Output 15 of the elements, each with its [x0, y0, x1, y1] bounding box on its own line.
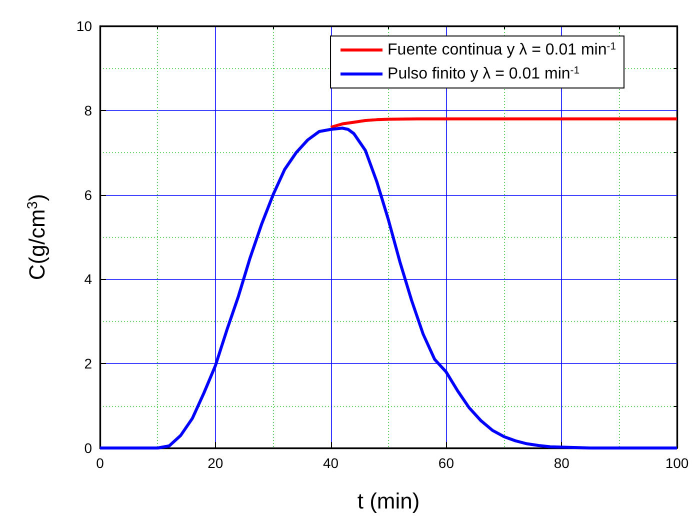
x-tick-label: 0	[96, 455, 104, 471]
x-tick-label: 60	[438, 455, 454, 471]
y-tick-label: 2	[84, 356, 92, 372]
x-tick-label: 100	[665, 455, 689, 471]
y-axis-title: C(g/cm3)	[24, 194, 50, 280]
line-series	[329, 117, 678, 129]
y-tick-label: 4	[84, 271, 92, 288]
y-tick-label: 0	[84, 440, 92, 456]
x-axis-title: t (min)	[357, 488, 420, 514]
y-tick-label: 6	[84, 186, 92, 203]
y-tick-label: 10	[76, 18, 92, 34]
x-tick-label: 20	[208, 455, 224, 471]
y-tick-label: 8	[84, 102, 92, 118]
x-tick-label: 40	[323, 455, 339, 471]
x-tick-label: 80	[554, 455, 570, 471]
